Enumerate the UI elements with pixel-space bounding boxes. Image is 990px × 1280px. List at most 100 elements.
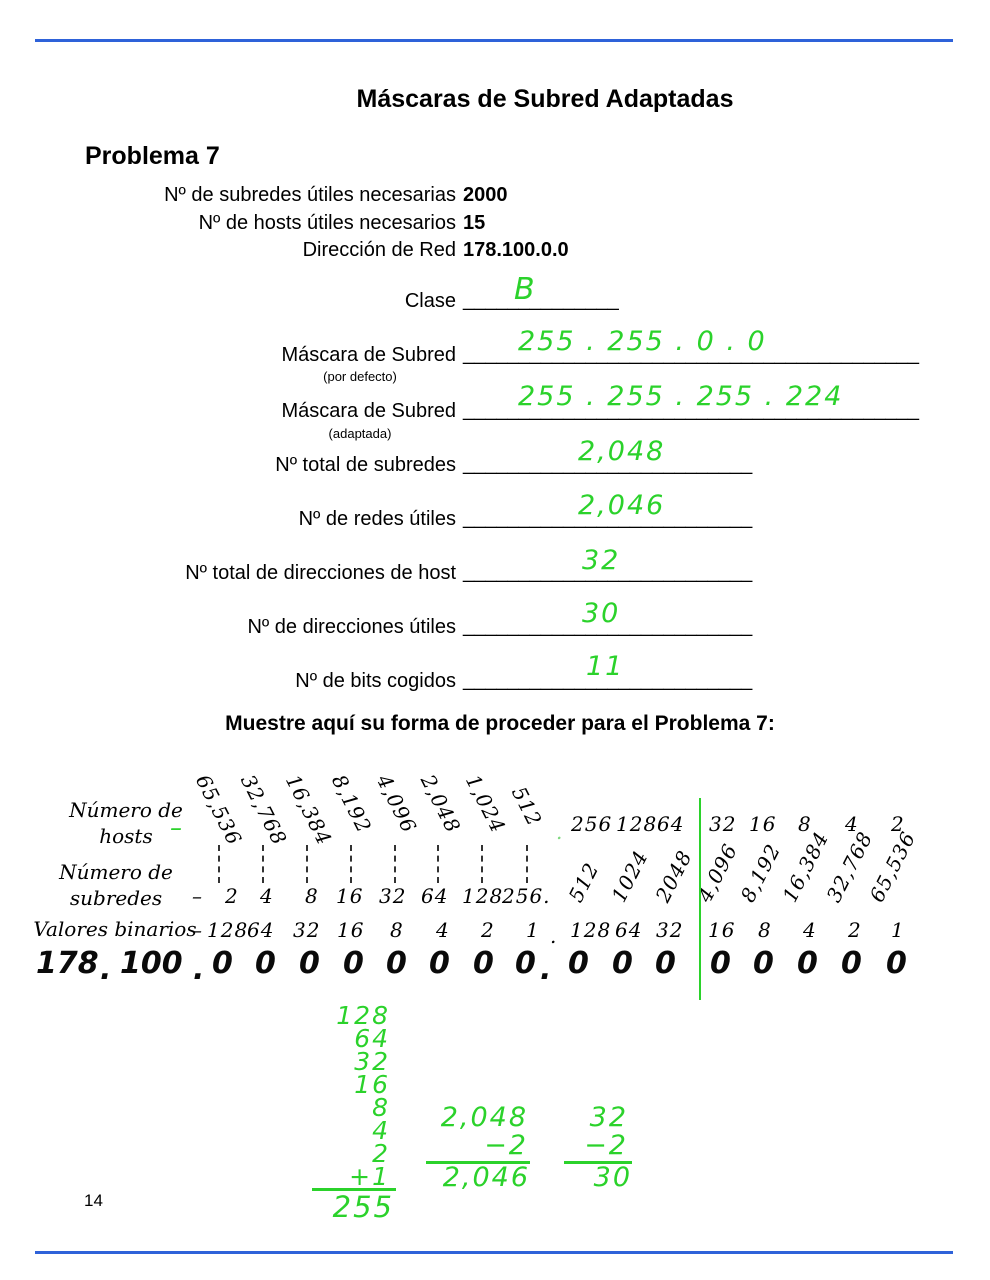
host-value: . <box>556 820 564 844</box>
address-token: 0 <box>568 946 589 981</box>
field-blank-usable-hosts: __________________________ <box>463 615 753 637</box>
address-token: 0 <box>386 946 407 981</box>
column-connector <box>262 845 264 883</box>
top-rule <box>35 39 953 42</box>
binary-value: 128 <box>207 918 249 942</box>
answer-clase: B <box>514 272 537 307</box>
host-value-rotated: 4,096 <box>371 770 422 838</box>
sum-item: 128 <box>336 1001 390 1030</box>
answer-total-hosts: 32 <box>582 545 621 576</box>
subnet-calc-underline <box>426 1161 530 1164</box>
subnet-value: 4 <box>260 884 274 908</box>
binary-value: 8 <box>758 918 772 942</box>
answer-total-subnets: 2,048 <box>578 436 666 467</box>
binary-value: 1 <box>891 918 905 942</box>
binary-value: 4 <box>803 918 817 942</box>
column-connector <box>350 845 352 883</box>
row-label-subnets: Número de subredes <box>59 860 173 910</box>
given-label: Nº de hosts útiles necesarios <box>198 212 456 234</box>
answer-usable-hosts: 30 <box>582 598 621 629</box>
host-value: 2 <box>891 812 905 836</box>
binary-value: 64 <box>615 918 643 942</box>
address-token: 0 <box>255 946 276 981</box>
binary-value: – <box>192 918 203 942</box>
address-token: 100 <box>120 946 183 981</box>
binary-value: 128 <box>570 918 612 942</box>
subnet-value: 2 <box>225 884 239 908</box>
subnet-value-rotated: 8,192 <box>735 839 786 906</box>
address-token: . <box>193 952 205 987</box>
binary-value: 16 <box>708 918 736 942</box>
subnet-value: 256. <box>502 884 551 908</box>
field-label-mask-default: Máscara de Subred <box>281 344 456 366</box>
binary-value: 32 <box>293 918 321 942</box>
field-label-total-hosts: Nº total de direcciones de host <box>185 562 456 584</box>
field-blank-clase: ______________ <box>463 289 619 311</box>
subnet-value-rotated: 512 <box>563 858 604 906</box>
bottom-rule <box>35 1251 953 1254</box>
binary-value: 8 <box>390 918 404 942</box>
host-value-rotated: 8,192 <box>326 770 377 838</box>
sum-underline <box>312 1188 396 1191</box>
given-value: 178.100.0.0 <box>463 239 569 261</box>
field-label-bits-taken: Nº de bits cogidos <box>295 670 456 692</box>
answer-mask-default: 255 . 255 . 0 . 0 <box>518 326 767 357</box>
subnet-value-rotated: 1024 <box>606 846 653 906</box>
host-calc-underline <box>564 1161 632 1164</box>
field-blank-mask-adapted: ________________________________________… <box>463 399 920 421</box>
subnet-value: 8 <box>305 884 319 908</box>
host-value: 32 <box>709 812 737 836</box>
hosts-dash-mark: – <box>170 814 184 842</box>
sum-item: 64 <box>354 1024 390 1053</box>
address-token: 0 <box>886 946 907 981</box>
address-token: . <box>540 952 552 987</box>
binary-value: 4 <box>436 918 450 942</box>
sum-item: 4 <box>372 1116 390 1145</box>
binary-value: 64 <box>247 918 275 942</box>
given-label: Dirección de Red <box>302 239 456 261</box>
column-connector <box>481 845 483 883</box>
address-token: 0 <box>753 946 774 981</box>
host-value: 128 <box>616 812 658 836</box>
subnet-value: 128 <box>462 884 504 908</box>
given-value: 2000 <box>463 184 508 206</box>
page-title: Máscaras de Subred Adaptadas <box>356 85 734 113</box>
row-label-hosts: Número de hosts <box>69 798 183 848</box>
column-connector <box>394 845 396 883</box>
address-token: 0 <box>710 946 731 981</box>
address-token: 0 <box>429 946 450 981</box>
field-sublabel-adapted: (adaptada) <box>328 426 392 441</box>
subnet-value-rotated: 2048 <box>650 846 697 906</box>
address-token: 0 <box>655 946 676 981</box>
subnet-calc-sub: −2 <box>484 1130 528 1161</box>
subnet-calc: 2,048 −2 <box>428 1104 528 1160</box>
host-value: 4 <box>845 812 859 836</box>
column-connector <box>526 845 528 883</box>
field-label-usable-nets: Nº de redes útiles <box>298 508 456 530</box>
host-value-rotated: 1,024 <box>460 770 511 838</box>
binary-value: 32 <box>656 918 684 942</box>
host-value-rotated: 512 <box>506 782 547 831</box>
binary-value: 2 <box>848 918 862 942</box>
show-work-heading: Muestre aquí su forma de proceder para e… <box>225 712 775 735</box>
address-token: 0 <box>515 946 536 981</box>
field-label-mask-adapted: Máscara de Subred <box>281 400 456 422</box>
given-value: 15 <box>463 212 486 234</box>
column-connector <box>306 845 308 883</box>
subnet-value: – <box>192 884 203 908</box>
binary-value: 1 <box>526 918 540 942</box>
host-calc-sub: −2 <box>584 1130 628 1161</box>
address-token: 0 <box>612 946 633 981</box>
field-blank-usable-nets: __________________________ <box>463 507 753 529</box>
host-value: 64 <box>657 812 685 836</box>
host-calc-top: 32 <box>589 1102 628 1133</box>
address-token: . <box>100 952 112 987</box>
address-token: 0 <box>343 946 364 981</box>
sum-column: 128 64 32 16 8 4 2 +1 <box>296 1001 390 1189</box>
page-number: 14 <box>84 1191 103 1210</box>
field-blank-bits-taken: __________________________ <box>463 669 753 691</box>
answer-bits-taken: 11 <box>586 651 625 682</box>
answer-usable-nets: 2,046 <box>578 490 666 521</box>
host-value: 16 <box>749 812 777 836</box>
